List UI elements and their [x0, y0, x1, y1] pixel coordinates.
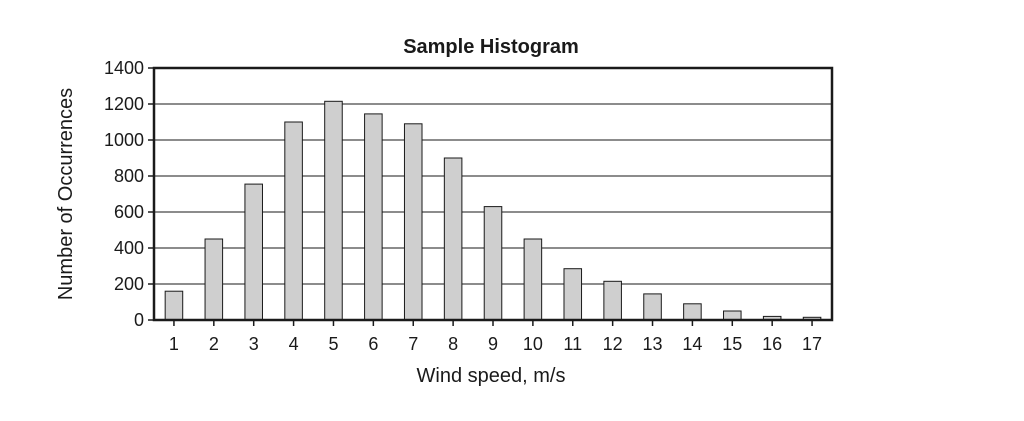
x-tick-label: 13 [643, 334, 663, 354]
y-tick-label: 1400 [104, 58, 144, 78]
x-tick-label: 6 [368, 334, 378, 354]
bar [683, 303, 702, 321]
bar [164, 290, 184, 321]
x-tick-label: 15 [722, 334, 742, 354]
x-tick-label: 16 [762, 334, 782, 354]
y-tick-label: 0 [134, 310, 144, 330]
bar [244, 183, 263, 321]
y-tick-label: 600 [114, 202, 144, 222]
y-axis-ticks: 0 200 400 600 800 1000 1200 1400 [104, 58, 154, 330]
bar [563, 268, 583, 321]
bar [324, 100, 343, 321]
bar [643, 293, 662, 321]
bar [443, 157, 463, 321]
y-tick-label: 400 [114, 238, 144, 258]
x-tick-label: 4 [289, 334, 299, 354]
x-tick-label: 10 [523, 334, 543, 354]
x-tick-label: 8 [448, 334, 458, 354]
x-tick-label: 12 [603, 334, 623, 354]
x-tick-label: 5 [328, 334, 338, 354]
bar [523, 238, 543, 321]
bar [723, 310, 742, 321]
y-tick-label: 1200 [104, 94, 144, 114]
bar [364, 113, 383, 321]
bar [403, 123, 423, 321]
x-tick-label: 3 [249, 334, 259, 354]
y-tick-label: 200 [114, 274, 144, 294]
x-axis-ticks: 1 2 3 4 5 6 7 8 9 10 11 12 13 14 15 16 17 [169, 320, 822, 354]
x-tick-label: 17 [802, 334, 822, 354]
x-axis-label: Wind speed, m/s [417, 365, 566, 387]
bar [284, 121, 303, 321]
bar [483, 206, 503, 321]
plot-frame [152, 66, 834, 322]
y-tick-label: 800 [114, 166, 144, 186]
x-tick-label: 7 [408, 334, 418, 354]
chart-title: Sample Histogram [403, 36, 579, 58]
x-tick-label: 14 [682, 334, 702, 354]
y-tick-label: 1000 [104, 130, 144, 150]
x-tick-label: 2 [209, 334, 219, 354]
bars [164, 100, 822, 321]
y-axis-label: Number of Occurrences [55, 88, 77, 300]
bar [204, 238, 224, 321]
bar [603, 280, 622, 321]
x-tick-label: 11 [563, 334, 582, 354]
x-tick-label: 9 [488, 334, 498, 354]
x-tick-label: 1 [169, 334, 179, 354]
